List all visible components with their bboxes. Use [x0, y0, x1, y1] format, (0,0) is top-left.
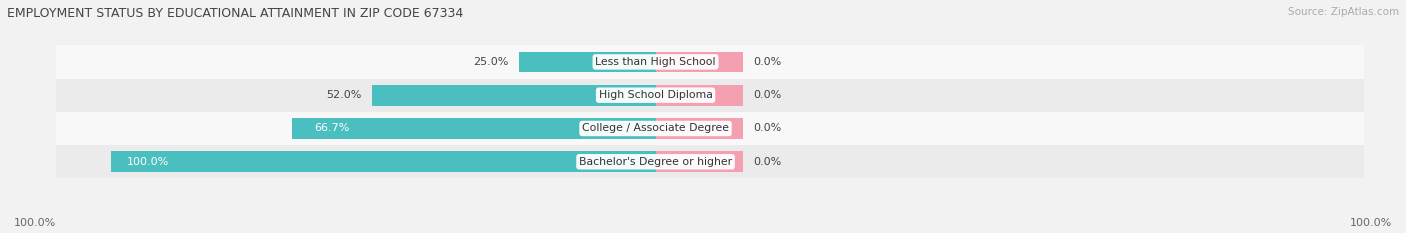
Text: 100.0%: 100.0% [1350, 218, 1392, 228]
Bar [655, 118, 742, 139]
Text: 25.0%: 25.0% [472, 57, 509, 67]
Bar [0, 112, 1406, 145]
Bar [292, 118, 655, 139]
Text: 100.0%: 100.0% [14, 218, 56, 228]
Bar [111, 151, 655, 172]
Text: High School Diploma: High School Diploma [599, 90, 713, 100]
Text: 0.0%: 0.0% [754, 57, 782, 67]
Bar [655, 85, 742, 106]
Text: Less than High School: Less than High School [595, 57, 716, 67]
Text: 0.0%: 0.0% [754, 157, 782, 167]
Text: EMPLOYMENT STATUS BY EDUCATIONAL ATTAINMENT IN ZIP CODE 67334: EMPLOYMENT STATUS BY EDUCATIONAL ATTAINM… [7, 7, 464, 20]
Bar [655, 51, 742, 72]
Bar [0, 45, 1406, 79]
Bar [0, 79, 1406, 112]
Text: 0.0%: 0.0% [754, 123, 782, 134]
Text: 66.7%: 66.7% [314, 123, 349, 134]
Bar [0, 145, 1406, 178]
Text: 52.0%: 52.0% [326, 90, 361, 100]
Text: 0.0%: 0.0% [754, 90, 782, 100]
Bar [655, 151, 742, 172]
Text: Source: ZipAtlas.com: Source: ZipAtlas.com [1288, 7, 1399, 17]
Text: 100.0%: 100.0% [127, 157, 169, 167]
Bar [519, 51, 655, 72]
Bar [373, 85, 655, 106]
Text: Bachelor's Degree or higher: Bachelor's Degree or higher [579, 157, 733, 167]
Text: College / Associate Degree: College / Associate Degree [582, 123, 730, 134]
